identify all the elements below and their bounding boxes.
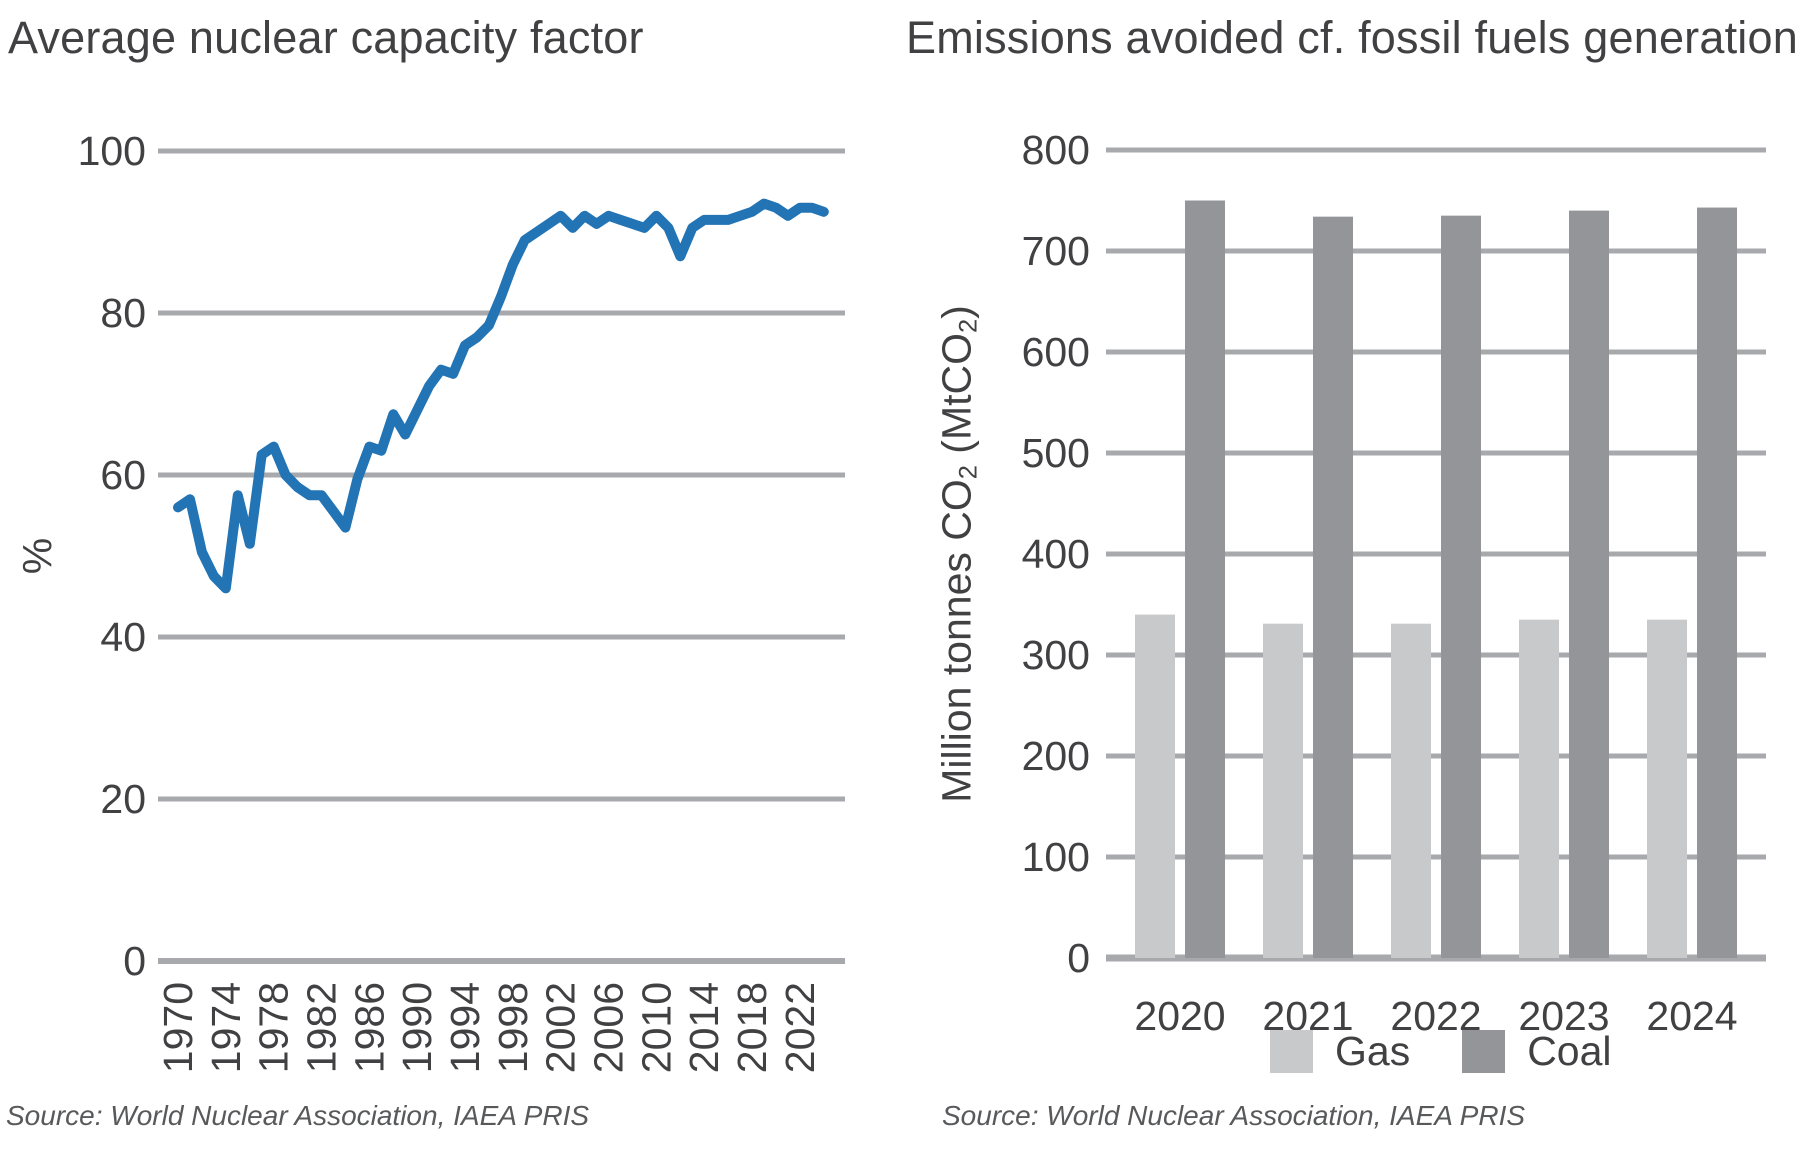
right-chart-source: Source: World Nuclear Association, IAEA … [942, 1100, 1526, 1131]
bar-coal-2020 [1185, 200, 1225, 958]
bar-coal-2021 [1313, 216, 1353, 958]
left-xtick-2006: 2006 [586, 982, 632, 1073]
bar-coal-2022 [1441, 215, 1481, 958]
legend: Gas Coal [1270, 1030, 1612, 1073]
right-ytick-600: 600 [1022, 329, 1090, 375]
right-ytick-200: 200 [1022, 733, 1090, 779]
left-xtick-2022: 2022 [777, 982, 823, 1073]
right-ytick-400: 400 [1022, 531, 1090, 577]
right-ytick-300: 300 [1022, 632, 1090, 678]
legend-label-coal: Coal [1527, 1028, 1612, 1074]
left-xtick-1986: 1986 [346, 982, 392, 1073]
left-ytick-40: 40 [100, 614, 146, 660]
left-xtick-1982: 1982 [299, 982, 345, 1073]
left-chart-source: Source: World Nuclear Association, IAEA … [6, 1100, 590, 1131]
right-ytick-500: 500 [1022, 430, 1090, 476]
left-chart-title: Average nuclear capacity factor [8, 12, 644, 63]
right-xtick-2024: 2024 [1646, 993, 1737, 1039]
right-ytick-700: 700 [1022, 228, 1090, 274]
right-ytick-0: 0 [1067, 935, 1090, 981]
left-ytick-0: 0 [123, 938, 146, 984]
line-chart-plot: 0 20 40 60 80 100 1970 1974 1978 1982 1986 1990 1994… [78, 128, 845, 1073]
legend-swatch-coal [1462, 1030, 1506, 1073]
bar-gas-2020 [1135, 614, 1175, 958]
left-xtick-1970: 1970 [155, 982, 201, 1073]
bar-gas-2022 [1391, 623, 1431, 958]
right-ytick-800: 800 [1022, 127, 1090, 173]
legend-swatch-gas [1270, 1030, 1313, 1073]
right-ytick-100: 100 [1022, 834, 1090, 880]
left-xtick-1990: 1990 [394, 982, 440, 1073]
left-ytick-80: 80 [100, 290, 146, 336]
left-ytick-100: 100 [78, 128, 146, 174]
capacity-factor-line [173, 198, 829, 594]
right-xtick-2020: 2020 [1134, 993, 1225, 1039]
bar-coal-2024 [1697, 207, 1737, 958]
bar-gas-2021 [1263, 623, 1303, 958]
left-xtick-1974: 1974 [203, 982, 249, 1073]
left-xtick-1978: 1978 [251, 982, 297, 1073]
left-xtick-2018: 2018 [729, 982, 775, 1073]
legend-label-gas: Gas [1335, 1028, 1411, 1074]
left-xtick-1994: 1994 [442, 982, 488, 1073]
left-xtick-2014: 2014 [681, 982, 727, 1073]
right-xtick-2023: 2023 [1518, 993, 1609, 1039]
left-ytick-20: 20 [100, 776, 146, 822]
left-xtick-2010: 2010 [633, 982, 679, 1073]
bar-gas-2023 [1519, 619, 1559, 958]
bar-gas-2024 [1647, 619, 1687, 958]
left-xtick-1998: 1998 [490, 982, 536, 1073]
bar-coal-2023 [1569, 210, 1609, 959]
left-xtick-2002: 2002 [538, 982, 584, 1073]
right-chart-title: Emissions avoided cf. fossil fuels gener… [906, 12, 1798, 63]
left-ytick-60: 60 [100, 452, 146, 498]
